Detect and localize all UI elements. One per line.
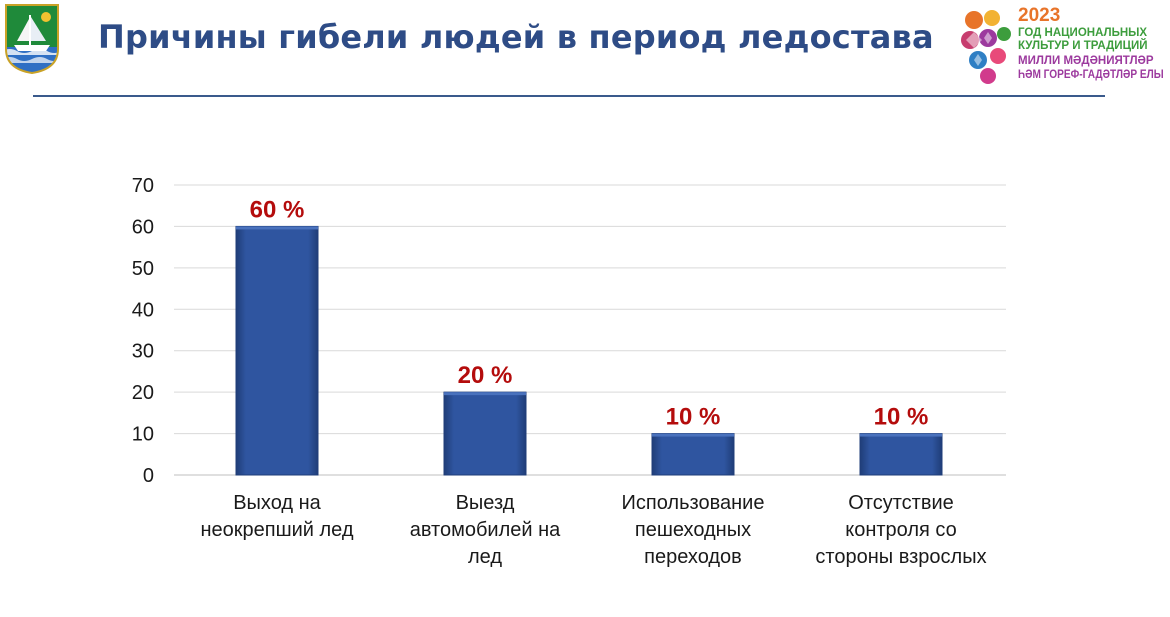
logo-line-2: КУЛЬТУР И ТРАДИЦИЙ xyxy=(1018,40,1148,52)
data-label: 60 % xyxy=(250,196,305,223)
data-labels: 60 % 20 % 10 % 10 % xyxy=(250,196,929,430)
category-label: Выезд автомобилей на лед xyxy=(385,490,585,571)
city-crest-logo xyxy=(5,4,59,75)
bar xyxy=(443,391,527,476)
logo-line-4: ҺӘМ ГОРЕФ-ГАДӘТЛӘР ЕЛЫ xyxy=(1018,69,1164,81)
y-tick-label: 10 xyxy=(132,424,154,446)
bar xyxy=(651,433,735,476)
data-label: 10 % xyxy=(874,404,929,431)
category-label: Отсутствие контроля со стороны взрослых xyxy=(801,490,1001,571)
y-tick-label: 30 xyxy=(132,341,154,363)
bar-top-edge xyxy=(444,392,526,396)
category-label: Использование пешеходных переходов xyxy=(593,490,793,571)
y-tick-label: 60 xyxy=(132,216,154,238)
y-tick-label: 40 xyxy=(132,299,154,321)
category-label-line: Выезд xyxy=(455,492,515,514)
logo-line-3: МИЛЛИ МӘДӘНИЯТЛӘР xyxy=(1018,55,1154,67)
data-label: 10 % xyxy=(666,404,721,431)
bar-top-edge xyxy=(652,433,734,437)
category-label-line: Выход на xyxy=(233,492,321,514)
bar-top-edge xyxy=(236,226,318,230)
y-tick-label: 20 xyxy=(132,382,154,404)
logo-line-1: ГОД НАЦИОНАЛЬНЫХ xyxy=(1018,27,1148,39)
y-tick-label: 0 xyxy=(143,465,154,487)
category-label-line: пешеходных xyxy=(634,519,752,541)
logo-year: 2023 xyxy=(1018,5,1061,26)
y-tick-label: 50 xyxy=(132,258,154,280)
slide-title: Причины гибели людей в период ледостава xyxy=(98,18,934,56)
ornament-icon xyxy=(961,10,1011,84)
bars xyxy=(235,225,943,476)
category-label-line: переходов xyxy=(644,546,742,568)
bar-top-edge xyxy=(860,433,942,437)
year-of-cultures-logo: 2023 ГОД НАЦИОНАЛЬНЫХ КУЛЬТУР И ТРАДИЦИЙ… xyxy=(958,4,1166,88)
category-label-line: контроля со xyxy=(845,519,957,541)
bar xyxy=(235,225,319,476)
category-label-line: лед xyxy=(467,546,503,568)
bar xyxy=(859,433,943,476)
y-tick-label: 70 xyxy=(132,175,154,197)
category-label-line: Отсутствие xyxy=(848,492,954,514)
category-label-line: неокрепший лед xyxy=(200,519,354,541)
title-divider xyxy=(33,95,1105,97)
y-axis-ticks: 0 10 20 30 40 50 60 70 xyxy=(132,175,154,487)
category-label-line: Использование xyxy=(621,492,765,514)
category-label-line: автомобилей на xyxy=(409,519,561,541)
data-label: 20 % xyxy=(458,362,513,389)
category-label-line: стороны взрослых xyxy=(815,546,987,568)
category-label: Выход на неокрепший лед xyxy=(177,490,377,544)
